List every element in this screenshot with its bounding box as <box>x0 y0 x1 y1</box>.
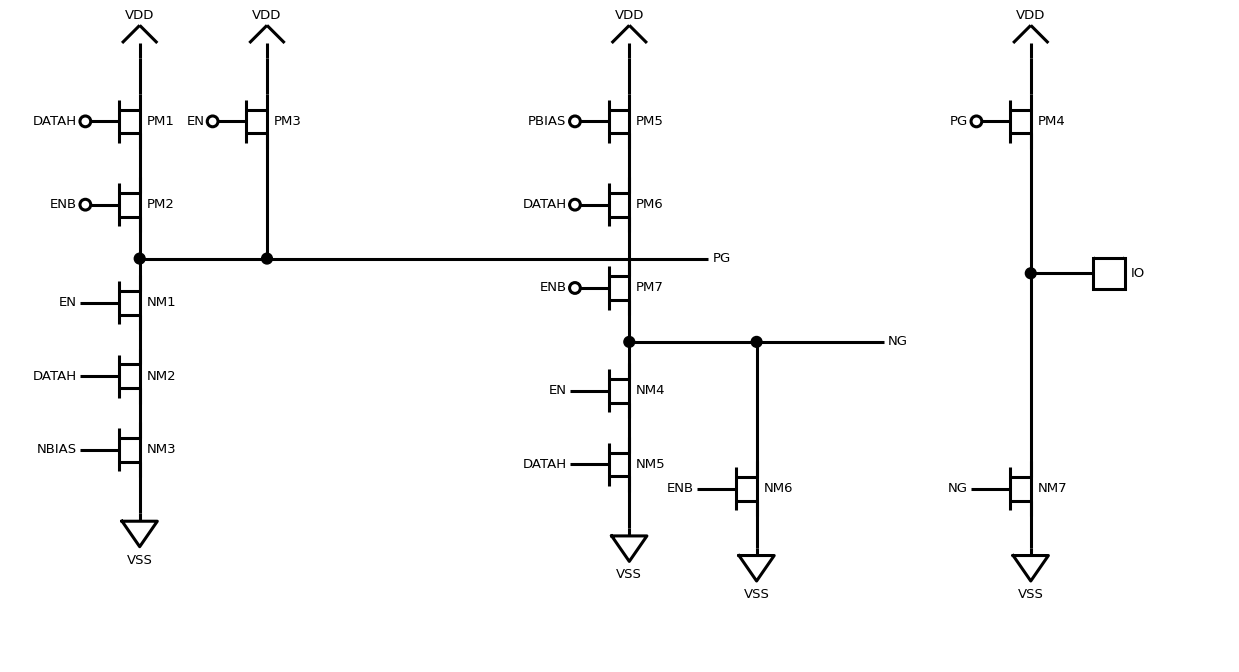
Text: PM3: PM3 <box>274 115 302 128</box>
Text: NG: NG <box>948 482 968 495</box>
Circle shape <box>971 116 981 127</box>
Circle shape <box>570 116 580 127</box>
Text: ENB: ENB <box>667 482 694 495</box>
Text: DATAH: DATAH <box>33 370 77 382</box>
Circle shape <box>134 253 145 264</box>
Text: PM2: PM2 <box>146 198 175 211</box>
Text: VDD: VDD <box>125 9 155 22</box>
Text: PM7: PM7 <box>636 282 664 294</box>
Text: NM3: NM3 <box>146 443 176 456</box>
Text: PBIAS: PBIAS <box>528 115 566 128</box>
Text: VDD: VDD <box>1016 9 1046 22</box>
Text: EN: EN <box>549 384 566 397</box>
Text: PG: PG <box>950 115 968 128</box>
Text: VSS: VSS <box>743 588 769 601</box>
Bar <box>1094 257 1125 289</box>
Text: NBIAS: NBIAS <box>37 443 77 456</box>
Text: ENB: ENB <box>539 282 566 294</box>
Text: VSS: VSS <box>616 569 642 581</box>
Text: IO: IO <box>1131 267 1145 280</box>
Text: PM4: PM4 <box>1037 115 1066 128</box>
Circle shape <box>751 337 762 347</box>
Text: NM5: NM5 <box>636 458 665 471</box>
Text: PM6: PM6 <box>636 198 664 211</box>
Circle shape <box>81 200 90 210</box>
Text: DATAH: DATAH <box>523 198 566 211</box>
Circle shape <box>261 253 273 264</box>
Text: VSS: VSS <box>126 554 152 566</box>
Text: NM2: NM2 <box>146 370 176 382</box>
Text: NM6: NM6 <box>763 482 793 495</box>
Text: DATAH: DATAH <box>523 458 566 471</box>
Text: PM5: PM5 <box>636 115 664 128</box>
Circle shape <box>570 200 580 210</box>
Text: NM7: NM7 <box>1037 482 1067 495</box>
Circle shape <box>570 283 580 294</box>
Circle shape <box>1026 268 1036 279</box>
Text: ENB: ENB <box>50 198 77 211</box>
Text: VDD: VDD <box>615 9 644 22</box>
Text: DATAH: DATAH <box>33 115 77 128</box>
Text: EN: EN <box>59 296 77 309</box>
Text: VDD: VDD <box>253 9 281 22</box>
Text: PG: PG <box>712 252 731 265</box>
Text: NM4: NM4 <box>636 384 665 397</box>
Circle shape <box>81 116 90 127</box>
Text: PM1: PM1 <box>146 115 175 128</box>
Circle shape <box>624 337 634 347</box>
Text: NG: NG <box>888 335 908 348</box>
Text: EN: EN <box>186 115 204 128</box>
Text: VSS: VSS <box>1017 588 1043 601</box>
Circle shape <box>207 116 218 127</box>
Text: NM1: NM1 <box>146 296 176 309</box>
